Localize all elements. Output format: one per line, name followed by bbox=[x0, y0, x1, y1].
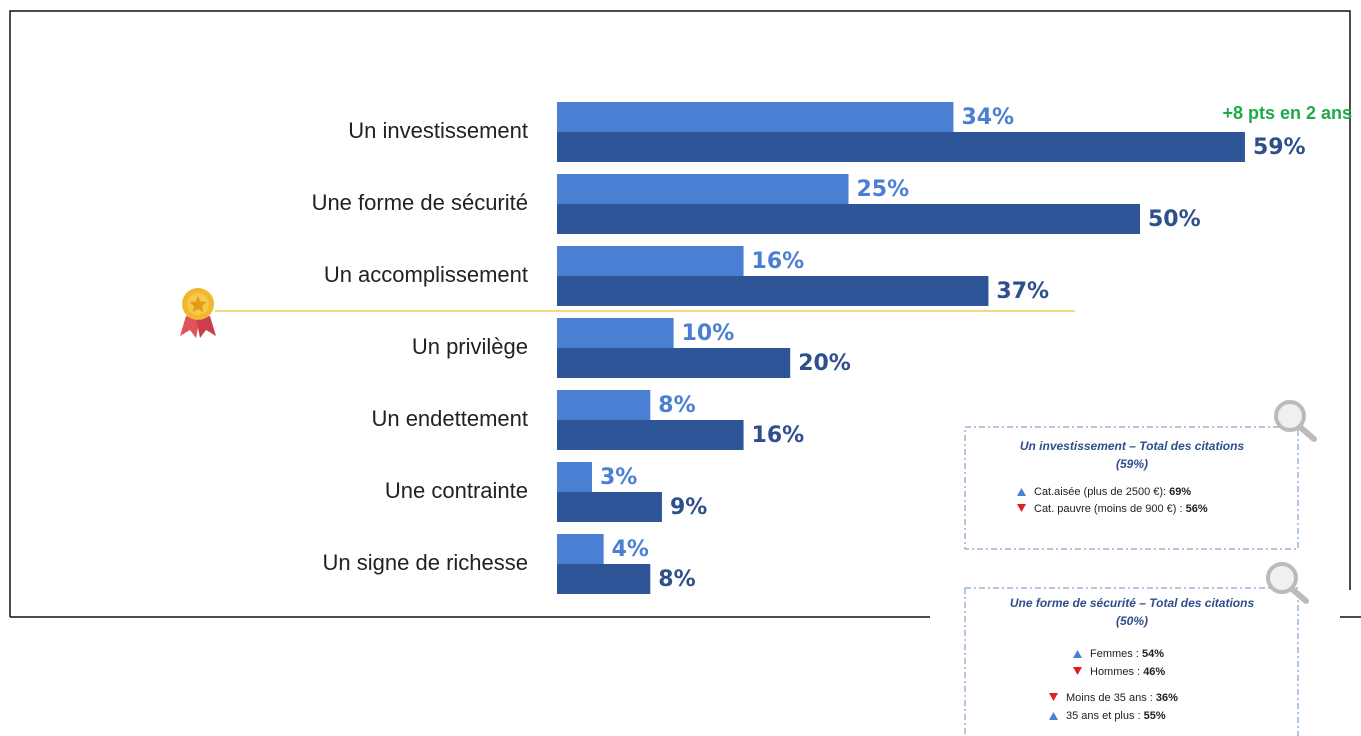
value-label: 37% bbox=[996, 279, 1049, 304]
callout-title: Une forme de sécurité – Total des citati… bbox=[1010, 596, 1255, 610]
value-label: 59% bbox=[1253, 135, 1306, 160]
value-label: 34% bbox=[961, 105, 1014, 130]
item-value: 46% bbox=[1143, 666, 1165, 678]
magnifier-icon bbox=[1266, 562, 1309, 604]
bar bbox=[557, 276, 989, 306]
bar bbox=[557, 174, 849, 204]
bar bbox=[557, 390, 651, 420]
callout-item: Hommes : 46% bbox=[1090, 666, 1165, 678]
callout-box bbox=[964, 426, 1299, 550]
item-label: Femmes : bbox=[1090, 648, 1142, 660]
bar bbox=[557, 420, 744, 450]
item-label: Cat.aisée (plus de 2500 €): bbox=[1034, 486, 1169, 498]
item-label: Cat. pauvre (moins de 900 €) : bbox=[1034, 503, 1186, 515]
bar bbox=[557, 492, 662, 522]
bar bbox=[557, 102, 954, 132]
item-value: 54% bbox=[1142, 648, 1164, 660]
value-label: 10% bbox=[682, 321, 735, 346]
item-value: 69% bbox=[1169, 486, 1191, 498]
value-label: 16% bbox=[752, 423, 805, 448]
category-label: Un signe de richesse bbox=[323, 550, 528, 575]
value-label: 3% bbox=[600, 465, 637, 490]
bar bbox=[557, 246, 744, 276]
bar bbox=[557, 132, 1245, 162]
bar bbox=[557, 318, 674, 348]
category-label: Un accomplissement bbox=[324, 262, 528, 287]
item-value: 56% bbox=[1186, 503, 1208, 515]
down-arrow bbox=[1017, 504, 1026, 512]
callout-box bbox=[964, 587, 1299, 736]
annotation: +8 pts en 2 ans bbox=[1222, 103, 1352, 123]
down-arrow bbox=[1049, 693, 1058, 701]
value-label: 25% bbox=[857, 177, 910, 202]
value-label: 8% bbox=[658, 567, 695, 592]
category-label: Un endettement bbox=[371, 406, 528, 431]
value-label: 4% bbox=[612, 537, 649, 562]
callout: Une forme de sécurité – Total des citati… bbox=[964, 562, 1309, 736]
up-arrow bbox=[1073, 650, 1082, 658]
callout-subtitle: (59%) bbox=[1116, 457, 1148, 471]
up-arrow bbox=[1017, 488, 1026, 496]
category-label: Un privilège bbox=[412, 334, 528, 359]
up-arrow bbox=[1049, 712, 1058, 720]
callout-subtitle: (50%) bbox=[1116, 614, 1148, 628]
callout-item: Cat. pauvre (moins de 900 €) : 56% bbox=[1034, 503, 1208, 515]
bar bbox=[557, 564, 651, 594]
value-label: 16% bbox=[752, 249, 805, 274]
value-label: 20% bbox=[798, 351, 851, 376]
frame-border bbox=[9, 10, 1351, 617]
bar bbox=[557, 462, 592, 492]
value-label: 50% bbox=[1148, 207, 1201, 232]
item-label: 35 ans et plus : bbox=[1066, 710, 1144, 722]
value-label: 8% bbox=[658, 393, 695, 418]
down-arrow bbox=[1073, 667, 1082, 675]
callout: Un investissement – Total des citations … bbox=[964, 400, 1317, 550]
category-label: Un investissement bbox=[348, 118, 528, 143]
item-value: 36% bbox=[1156, 692, 1178, 704]
item-value: 55% bbox=[1144, 710, 1166, 722]
frame bbox=[9, 10, 1361, 618]
callout-item: Cat.aisée (plus de 2500 €): 69% bbox=[1034, 486, 1191, 498]
callout-title: Un investissement – Total des citations bbox=[1020, 439, 1245, 453]
medal-icon bbox=[180, 288, 216, 338]
bar bbox=[557, 534, 604, 564]
callout-item: Femmes : 54% bbox=[1090, 648, 1164, 660]
callout-item: 35 ans et plus : 55% bbox=[1066, 710, 1166, 722]
callout-item: Moins de 35 ans : 36% bbox=[1066, 692, 1178, 704]
bar bbox=[557, 204, 1140, 234]
item-label: Hommes : bbox=[1090, 666, 1143, 678]
category-label: Une forme de sécurité bbox=[312, 190, 528, 215]
item-label: Moins de 35 ans : bbox=[1066, 692, 1156, 704]
magnifier-icon bbox=[1274, 400, 1317, 442]
bar bbox=[557, 348, 791, 378]
value-label: 9% bbox=[670, 495, 707, 520]
category-label: Une contrainte bbox=[385, 478, 528, 503]
